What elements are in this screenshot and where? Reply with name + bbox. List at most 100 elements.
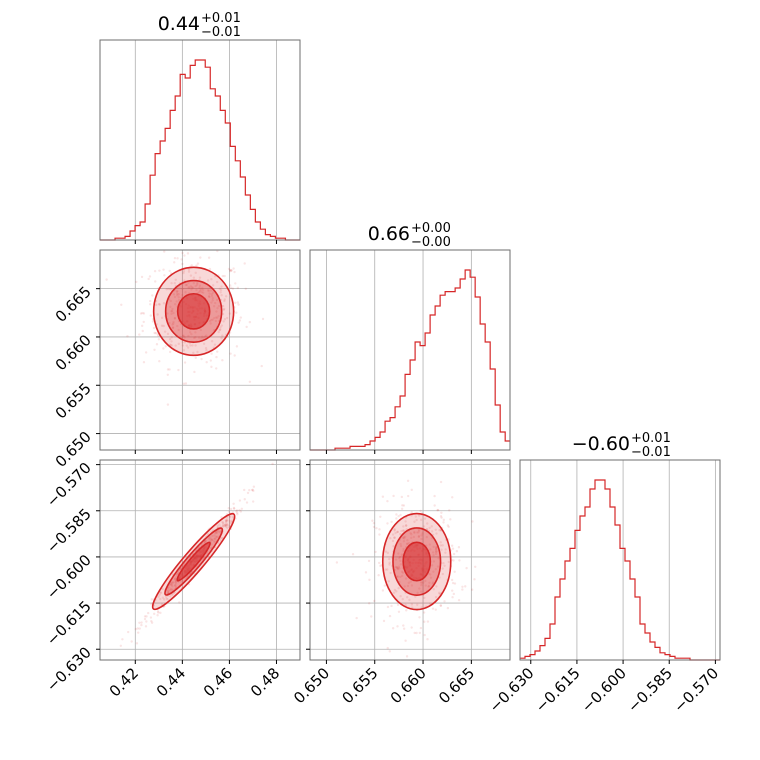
- sample-point: [231, 287, 235, 290]
- sample-point: [169, 343, 172, 347]
- sample-point: [248, 488, 251, 492]
- sample-point: [402, 547, 405, 551]
- sample-point: [209, 289, 213, 292]
- sample-point: [399, 559, 402, 563]
- sample-point: [471, 520, 474, 523]
- sample-point: [182, 349, 186, 352]
- sample-point: [397, 587, 400, 590]
- sample-point: [168, 368, 171, 371]
- histogram-panel-param-1: [309, 249, 511, 454]
- sample-point: [211, 284, 215, 287]
- sample-point: [393, 536, 396, 540]
- sample-point: [250, 488, 254, 492]
- sample-point: [260, 364, 263, 368]
- sample-point: [435, 532, 438, 535]
- sample-point: [444, 548, 447, 551]
- sample-point: [191, 344, 194, 347]
- sample-point: [209, 359, 212, 362]
- sample-point: [219, 525, 222, 528]
- sample-point: [419, 590, 423, 593]
- sample-point: [169, 583, 172, 586]
- sample-point: [410, 603, 414, 606]
- sample-point: [177, 368, 180, 372]
- sample-point: [223, 524, 227, 527]
- sample-point: [213, 537, 216, 540]
- sample-point: [172, 293, 176, 296]
- y-tick-label: −0.615: [43, 597, 95, 649]
- sample-point: [405, 655, 409, 658]
- sample-point: [430, 530, 434, 533]
- sample-point: [199, 256, 202, 259]
- sample-point: [173, 256, 177, 260]
- sample-point: [197, 291, 201, 294]
- sample-point: [430, 564, 434, 567]
- sample-point: [182, 271, 185, 275]
- sample-point: [170, 281, 173, 285]
- sample-point: [196, 262, 200, 265]
- sample-point: [178, 568, 182, 571]
- y-tick-label: −0.630: [43, 643, 95, 695]
- sample-point: [223, 523, 227, 526]
- sample-point: [202, 342, 206, 345]
- sample-point: [252, 489, 255, 493]
- sample-point: [189, 331, 192, 334]
- sample-point: [119, 644, 123, 647]
- sample-point: [211, 296, 214, 300]
- sample-point: [212, 305, 216, 308]
- sample-point: [148, 275, 152, 278]
- sample-point: [248, 380, 252, 383]
- sample-point: [173, 577, 177, 580]
- sample-point: [208, 319, 212, 323]
- sample-point: [405, 596, 409, 599]
- sample-point: [392, 545, 395, 548]
- axes-frame: [519, 459, 721, 661]
- title-param-1: 0.66: [368, 223, 410, 245]
- sample-point: [382, 619, 386, 623]
- sample-point: [435, 550, 438, 553]
- sample-point: [183, 336, 186, 339]
- sample-point: [201, 286, 204, 290]
- x-tick-label: 0.42: [106, 664, 142, 700]
- sample-point: [219, 326, 222, 329]
- sample-point: [134, 627, 137, 631]
- sample-point: [177, 328, 180, 332]
- sample-point: [453, 582, 457, 585]
- sample-point: [228, 524, 231, 527]
- sample-point: [176, 294, 179, 297]
- sample-point: [204, 540, 207, 543]
- sample-point: [398, 557, 401, 560]
- sample-point: [403, 537, 406, 540]
- sample-point: [176, 571, 180, 574]
- sample-point: [409, 531, 412, 535]
- sample-point: [409, 580, 412, 583]
- sample-point: [153, 331, 156, 335]
- sample-point: [430, 525, 433, 528]
- sample-point: [168, 350, 172, 354]
- sample-point: [441, 572, 444, 576]
- title-param-2-plus: +0.01: [631, 431, 671, 446]
- sample-point: [402, 627, 406, 630]
- sample-point: [174, 584, 177, 587]
- sample-point: [207, 288, 210, 292]
- sample-point: [203, 335, 207, 338]
- sample-point: [373, 599, 376, 603]
- sample-point: [160, 316, 164, 320]
- sample-point: [213, 541, 216, 544]
- sample-point: [372, 525, 376, 529]
- sample-point: [229, 269, 232, 273]
- sample-point: [237, 303, 240, 306]
- sample-point: [452, 592, 456, 596]
- sample-point: [426, 522, 429, 525]
- sample-point: [473, 578, 476, 581]
- sample-point: [455, 550, 459, 553]
- sample-point: [185, 344, 188, 347]
- sample-point: [434, 547, 438, 550]
- sample-point: [223, 274, 226, 278]
- sample-point: [229, 286, 233, 290]
- sample-point: [216, 306, 219, 310]
- sample-point: [166, 368, 170, 371]
- sample-point: [220, 294, 223, 297]
- sample-point: [214, 531, 218, 534]
- sample-point: [206, 279, 210, 282]
